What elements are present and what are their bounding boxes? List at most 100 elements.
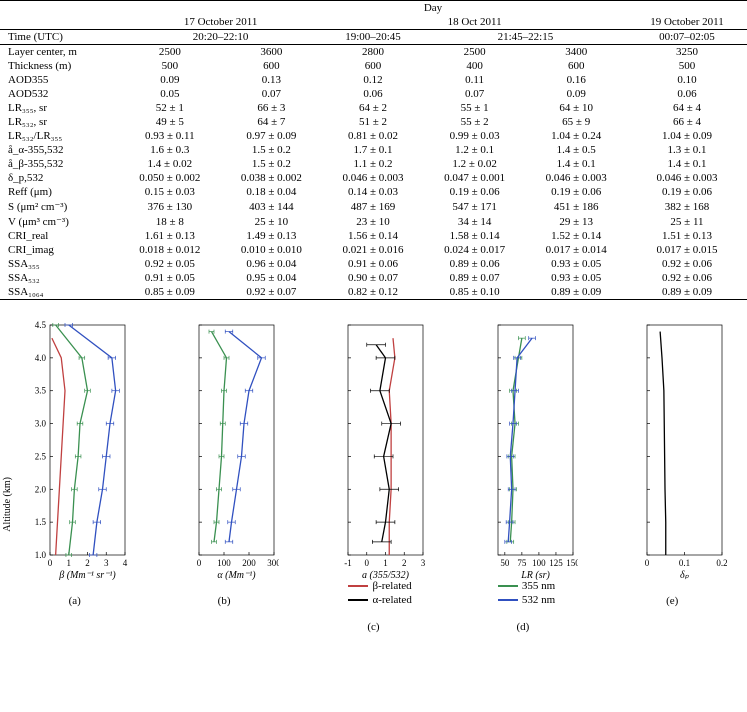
svg-text:3.0: 3.0	[34, 419, 46, 429]
row-label: SSA₅₃₂	[0, 271, 119, 285]
row-label: V (μm³ cm⁻³)	[0, 214, 119, 229]
row-label: CRI_real	[0, 229, 119, 243]
cell: 600	[221, 59, 323, 73]
cell: 1.1 ± 0.2	[322, 157, 424, 171]
cell: 55 ± 2	[424, 115, 526, 129]
cell: 0.85 ± 0.10	[424, 285, 526, 300]
cell: 0.82 ± 0.12	[322, 285, 424, 300]
cell: 0.19 ± 0.06	[424, 185, 526, 199]
date-1: 17 October 2011	[119, 15, 322, 30]
time-3: 00:07–02:05	[627, 30, 747, 45]
svg-text:3: 3	[104, 558, 109, 568]
cell: 1.6 ± 0.3	[119, 143, 221, 157]
cell: 0.89 ± 0.09	[525, 285, 627, 300]
cell: 0.09	[525, 87, 627, 101]
legend-item: 355 nm	[498, 580, 578, 592]
svg-text:3.5: 3.5	[34, 386, 46, 396]
cell: 52 ± 1	[119, 101, 221, 115]
cell: 65 ± 9	[525, 115, 627, 129]
chart-panel-e: 00.10.2δₚ(e)	[617, 320, 727, 633]
cell: 49 ± 5	[119, 115, 221, 129]
cell: 0.05	[119, 87, 221, 101]
cell: 0.010 ± 0.010	[221, 243, 323, 257]
header-day: Day	[119, 1, 747, 16]
svg-text:2: 2	[402, 558, 407, 568]
cell: 1.56 ± 0.14	[322, 229, 424, 243]
cell: 0.96 ± 0.04	[221, 257, 323, 271]
svg-text:0.1: 0.1	[679, 558, 690, 568]
cell: 0.018 ± 0.012	[119, 243, 221, 257]
cell: 547 ± 171	[424, 199, 526, 214]
legend: 355 nm 532 nm	[498, 580, 578, 606]
svg-text:4: 4	[122, 558, 127, 568]
cell: 0.93 ± 0.05	[525, 257, 627, 271]
cell: 0.92 ± 0.06	[627, 257, 747, 271]
cell: 18 ± 8	[119, 214, 221, 229]
chart-panel-c: -10123a (355/532)β-relatedα-related(c)	[318, 320, 428, 633]
cell: 2500	[119, 45, 221, 60]
cell: 0.89 ± 0.09	[627, 285, 747, 300]
cell: 1.04 ± 0.24	[525, 129, 627, 143]
svg-text:75: 75	[517, 558, 527, 568]
cell: 0.93 ± 0.05	[525, 271, 627, 285]
date-3: 19 October 2011	[627, 15, 747, 30]
cell: 51 ± 2	[322, 115, 424, 129]
chart-panel-a: Altitude (km)1.01.52.02.53.03.54.04.5012…	[20, 320, 130, 633]
cell: 0.89 ± 0.06	[424, 257, 526, 271]
chart-panel-d: 5075100125150LR (sr)355 nm532 nm(d)	[468, 320, 578, 633]
cell: 0.85 ± 0.09	[119, 285, 221, 300]
cell: 0.89 ± 0.07	[424, 271, 526, 285]
cell: 64 ± 7	[221, 115, 323, 129]
cell: 29 ± 13	[525, 214, 627, 229]
cell: 500	[119, 59, 221, 73]
svg-text:100: 100	[217, 558, 231, 568]
row-label: CRI_imag	[0, 243, 119, 257]
svg-text:1.0: 1.0	[34, 550, 46, 560]
cell: 0.07	[221, 87, 323, 101]
svg-text:0: 0	[365, 558, 370, 568]
cell: 0.92 ± 0.06	[627, 271, 747, 285]
svg-text:β (Mm⁻¹ sr⁻¹): β (Mm⁻¹ sr⁻¹)	[58, 570, 116, 580]
row-label: LR₅₃₂/LR₃₅₅	[0, 129, 119, 143]
svg-text:1: 1	[384, 558, 389, 568]
cell: 1.51 ± 0.13	[627, 229, 747, 243]
svg-text:δₚ: δₚ	[680, 570, 690, 580]
cell: 0.92 ± 0.07	[221, 285, 323, 300]
svg-text:a (355/532): a (355/532)	[362, 570, 410, 580]
cell: 1.4 ± 0.5	[525, 143, 627, 157]
cell: 1.3 ± 0.1	[627, 143, 747, 157]
row-label: SSA₁₀₆₄	[0, 285, 119, 300]
svg-text:4.0: 4.0	[34, 353, 46, 363]
panel-label: (c)	[318, 621, 428, 633]
cell: 451 ± 186	[525, 199, 627, 214]
cell: 0.12	[322, 73, 424, 87]
cell: 1.5 ± 0.2	[221, 157, 323, 171]
cell: 0.19 ± 0.06	[627, 185, 747, 199]
cell: 0.07	[424, 87, 526, 101]
cell: 64 ± 2	[322, 101, 424, 115]
cell: 34 ± 14	[424, 214, 526, 229]
cell: 0.14 ± 0.03	[322, 185, 424, 199]
cell: 1.52 ± 0.14	[525, 229, 627, 243]
svg-text:125: 125	[549, 558, 563, 568]
cell: 0.050 ± 0.002	[119, 171, 221, 185]
cell: 3400	[525, 45, 627, 60]
cell: 0.038 ± 0.002	[221, 171, 323, 185]
cell: 0.15 ± 0.03	[119, 185, 221, 199]
legend-item: 532 nm	[498, 594, 578, 606]
row-label: AOD532	[0, 87, 119, 101]
cell: 66 ± 3	[221, 101, 323, 115]
svg-text:300: 300	[267, 558, 279, 568]
cell: 3600	[221, 45, 323, 60]
row-label: LR₅₃₂, sr	[0, 115, 119, 129]
cell: 1.2 ± 0.1	[424, 143, 526, 157]
cell: 0.91 ± 0.06	[322, 257, 424, 271]
time-1: 19:00–20:45	[322, 30, 424, 45]
time-0: 20:20–22:10	[119, 30, 322, 45]
cell: 66 ± 4	[627, 115, 747, 129]
cell: 0.017 ± 0.015	[627, 243, 747, 257]
cell: 1.61 ± 0.13	[119, 229, 221, 243]
svg-text:50: 50	[500, 558, 510, 568]
row-label: δ_p,532	[0, 171, 119, 185]
svg-text:4.5: 4.5	[34, 320, 46, 330]
